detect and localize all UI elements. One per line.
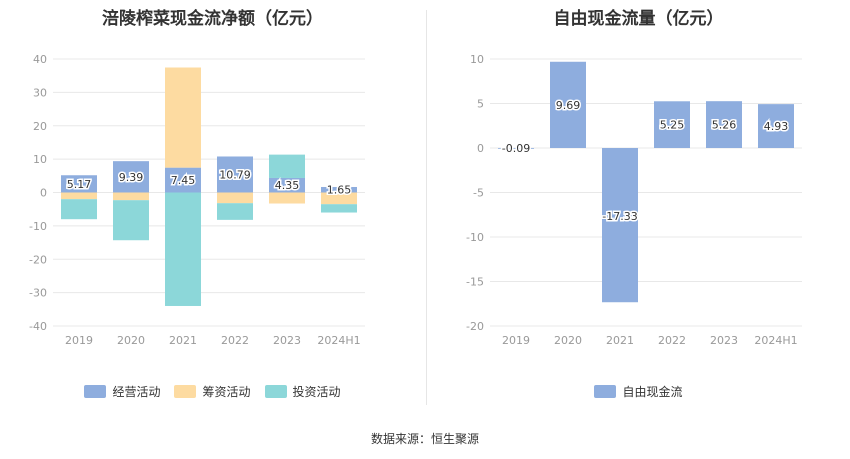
- bar-2023-0: [269, 177, 305, 193]
- bar-2021-2: [165, 192, 201, 306]
- y-tick-label: -20: [466, 320, 484, 333]
- data-source: 数据来源：恒生聚源: [370, 432, 479, 446]
- data-label: 10.79: [219, 168, 251, 181]
- data-label: 4.35: [275, 179, 300, 192]
- bar-2021-0: [165, 167, 201, 193]
- x-tick-label: 2022: [658, 334, 686, 347]
- legend-label: 自由现金流: [622, 385, 683, 399]
- bar-2020-2: [113, 200, 149, 241]
- data-label: 5.26: [712, 119, 737, 132]
- y-tick-label: -30: [29, 287, 47, 300]
- bar-2022-1: [217, 192, 253, 204]
- legend-swatch: [264, 385, 287, 398]
- x-tick-label: 2024H1: [317, 334, 360, 347]
- bar-2023-1: [269, 192, 305, 204]
- data-label: 7.45: [171, 174, 196, 187]
- legend-item[interactable]: 自由现金流: [594, 383, 683, 400]
- cash-flow-plot: 40 30 20 10 0 -10 -20 -30 -40 5.17 2019 9.39 2020 7.4…: [29, 53, 365, 347]
- bar-2021-1: [165, 67, 201, 168]
- bar-2024H1-0: [758, 104, 794, 148]
- data-label: 9.39: [119, 171, 144, 184]
- data-label: 1.65: [327, 184, 352, 197]
- data-label: 5.17: [67, 178, 92, 191]
- y-tick-label: -15: [466, 276, 484, 289]
- data-label: -17.33: [602, 210, 637, 223]
- legend-label: 投资活动: [292, 385, 341, 399]
- legend-swatch: [594, 385, 617, 398]
- y-tick-label: -20: [29, 253, 47, 266]
- bar-2022-0: [654, 101, 690, 148]
- bar-2019-2: [61, 199, 97, 220]
- bar-2022-0: [217, 156, 253, 193]
- legend: 经营活动 筹资活动 投资活动: [0, 383, 425, 400]
- x-tick-label: 2023: [273, 334, 301, 347]
- x-tick-label: 2023: [710, 334, 738, 347]
- y-tick-label: 40: [33, 53, 47, 66]
- legend-swatch: [174, 385, 197, 398]
- bar-2019-0: [498, 148, 534, 149]
- chart-title: 自由现金流量（亿元）: [553, 9, 724, 29]
- data-label: 9.69: [556, 99, 581, 112]
- x-tick-label: 2019: [65, 334, 93, 347]
- cash-flow-chart: 涪陵榨菜现金流净额（亿元） 40 30 20 10 0 -10 -20 -30 -40 5.17 2…: [0, 0, 425, 410]
- y-tick-label: -5: [473, 187, 484, 200]
- y-tick-label: 10: [33, 153, 47, 166]
- data-label: 5.25: [660, 119, 685, 132]
- bar-2020-0: [550, 61, 586, 148]
- y-tick-label: 0: [40, 187, 47, 200]
- x-tick-label: 2022: [221, 334, 249, 347]
- legend-swatch: [84, 385, 107, 398]
- x-tick-label: 2020: [554, 334, 582, 347]
- bar-2023-2: [269, 154, 305, 178]
- panel-divider: [426, 10, 427, 405]
- y-tick-label: -10: [29, 220, 47, 233]
- legend-item[interactable]: 经营活动: [84, 383, 160, 400]
- bar-2024H1-2: [321, 204, 357, 213]
- bar-2019-0: [61, 175, 97, 193]
- y-tick-label: 20: [33, 120, 47, 133]
- bar-2019-1: [61, 192, 97, 200]
- legend-item[interactable]: 筹资活动: [174, 383, 251, 400]
- legend-item[interactable]: 投资活动: [264, 383, 341, 400]
- bar-2020-0: [113, 161, 149, 193]
- y-tick-label: -40: [29, 320, 47, 333]
- bar-2024H1-1: [321, 192, 357, 205]
- legend-label: 筹资活动: [202, 385, 251, 399]
- x-tick-label: 2021: [169, 334, 197, 347]
- data-label: -0.09: [502, 142, 530, 155]
- bar-2021-0: [602, 148, 638, 303]
- x-tick-label: 2021: [606, 334, 634, 347]
- x-tick-label: 2024H1: [754, 334, 797, 347]
- chart-title: 涪陵榨菜现金流净额（亿元）: [102, 9, 323, 29]
- legend: 自由现金流: [427, 383, 850, 400]
- y-tick-label: 0: [477, 142, 484, 155]
- bar-2020-1: [113, 192, 149, 201]
- bar-2023-0: [706, 101, 742, 148]
- free-cash-flow-chart: 自由现金流量（亿元） 10 5 0 -5 -10 -15 -20 -0.09 2019 9.69 2…: [427, 0, 850, 410]
- x-tick-label: 2020: [117, 334, 145, 347]
- legend-label: 经营活动: [112, 385, 161, 399]
- x-tick-label: 2019: [502, 334, 530, 347]
- y-tick-label: 5: [477, 98, 484, 111]
- bar-2022-2: [217, 203, 253, 220]
- y-tick-label: 30: [33, 86, 47, 99]
- y-tick-label: 10: [470, 53, 484, 66]
- y-tick-label: -10: [466, 231, 484, 244]
- data-label: 4.93: [764, 120, 789, 133]
- bar-2024H1-0: [321, 186, 357, 193]
- free-cash-flow-plot: 10 5 0 -5 -10 -15 -20 -0.09 2019 9.69 2020 -17.33 20…: [466, 53, 802, 347]
